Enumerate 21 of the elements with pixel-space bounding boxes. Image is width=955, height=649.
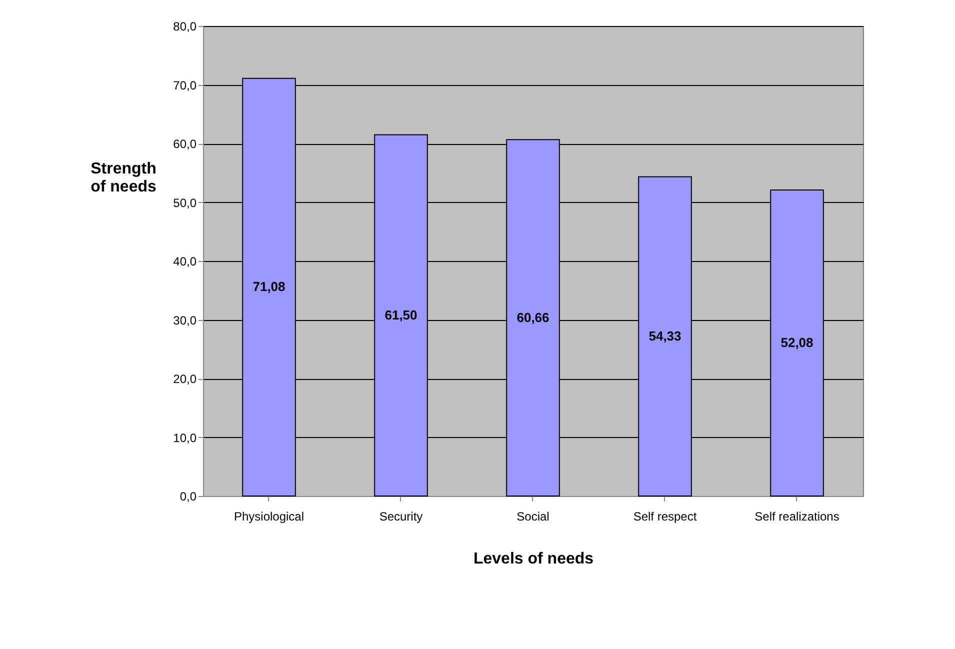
- y-tick-label: 30,0: [173, 313, 197, 328]
- x-tick-label: Security: [379, 510, 423, 524]
- data-label: 71,08: [252, 279, 286, 294]
- y-tick-label: 0,0: [180, 490, 197, 504]
- data-label: 52,08: [780, 335, 814, 350]
- y-tick-label: 60,0: [173, 137, 197, 151]
- x-axis-title: Levels of needs: [473, 550, 594, 568]
- y-tick-label: 50,0: [173, 196, 197, 210]
- x-tick-label: Social: [516, 510, 550, 524]
- data-label: 60,66: [516, 310, 550, 325]
- y-tick-label: 70,0: [173, 78, 197, 92]
- y-tick-label: 20,0: [173, 372, 197, 386]
- y-tick-label: 10,0: [173, 430, 197, 445]
- x-tick-label: Self respect: [633, 510, 698, 524]
- data-label: 61,50: [384, 307, 418, 322]
- y-tick-label: 80,0: [173, 20, 197, 34]
- x-tick-label: Self realizations: [754, 510, 840, 524]
- y-axis-title: Strength of needs: [90, 160, 156, 196]
- x-tick-label: Physiological: [234, 510, 304, 524]
- y-tick-label: 40,0: [173, 254, 197, 268]
- data-label: 54,33: [648, 328, 682, 344]
